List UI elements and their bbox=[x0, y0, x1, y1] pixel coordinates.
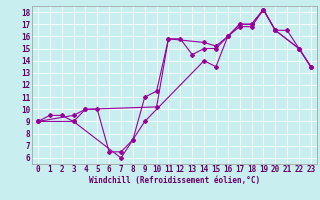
X-axis label: Windchill (Refroidissement éolien,°C): Windchill (Refroidissement éolien,°C) bbox=[89, 176, 260, 185]
